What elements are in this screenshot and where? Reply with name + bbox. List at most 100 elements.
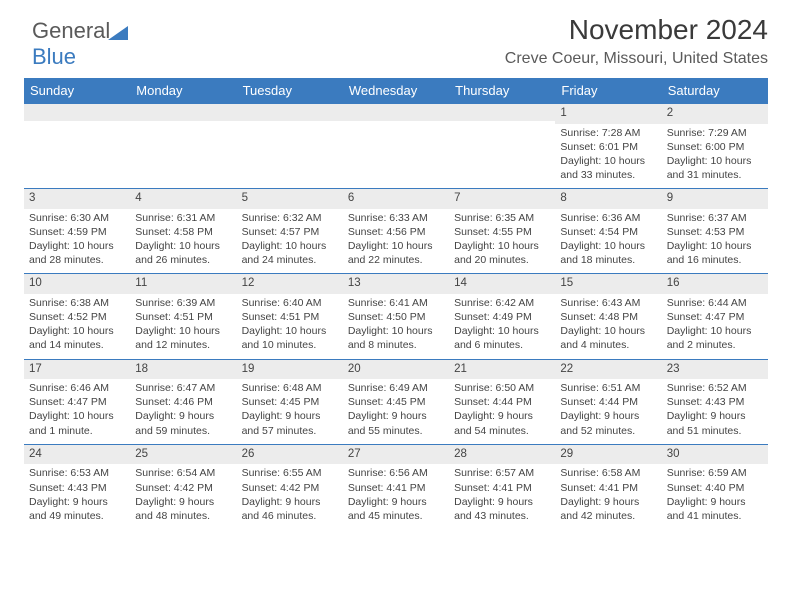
calendar-day-cell: 26Sunrise: 6:55 AMSunset: 4:42 PMDayligh… — [237, 444, 343, 529]
calendar-day-cell — [130, 103, 236, 188]
weekday-header: Monday — [130, 78, 236, 103]
calendar-day-cell: 8Sunrise: 6:36 AMSunset: 4:54 PMDaylight… — [555, 188, 661, 273]
calendar-day-cell: 10Sunrise: 6:38 AMSunset: 4:52 PMDayligh… — [24, 273, 130, 358]
day-number — [130, 103, 236, 121]
calendar-day-cell: 23Sunrise: 6:52 AMSunset: 4:43 PMDayligh… — [662, 359, 768, 444]
day-detail: Sunrise: 6:52 AMSunset: 4:43 PMDaylight:… — [662, 379, 768, 444]
calendar-head: SundayMondayTuesdayWednesdayThursdayFrid… — [24, 78, 768, 103]
day-detail — [343, 121, 449, 175]
day-number: 12 — [237, 273, 343, 294]
calendar: SundayMondayTuesdayWednesdayThursdayFrid… — [24, 78, 768, 529]
day-detail: Sunrise: 6:32 AMSunset: 4:57 PMDaylight:… — [237, 209, 343, 274]
day-number: 2 — [662, 103, 768, 124]
day-detail: Sunrise: 6:35 AMSunset: 4:55 PMDaylight:… — [449, 209, 555, 274]
day-number: 17 — [24, 359, 130, 380]
calendar-week: 10Sunrise: 6:38 AMSunset: 4:52 PMDayligh… — [24, 273, 768, 358]
calendar-body: 1Sunrise: 7:28 AMSunset: 6:01 PMDaylight… — [24, 103, 768, 529]
calendar-day-cell: 2Sunrise: 7:29 AMSunset: 6:00 PMDaylight… — [662, 103, 768, 188]
weekday-header: Sunday — [24, 78, 130, 103]
day-number: 23 — [662, 359, 768, 380]
brand-line1: General — [32, 18, 110, 43]
day-number: 27 — [343, 444, 449, 465]
calendar-day-cell — [24, 103, 130, 188]
day-detail: Sunrise: 6:38 AMSunset: 4:52 PMDaylight:… — [24, 294, 130, 359]
calendar-day-cell: 16Sunrise: 6:44 AMSunset: 4:47 PMDayligh… — [662, 273, 768, 358]
calendar-day-cell: 25Sunrise: 6:54 AMSunset: 4:42 PMDayligh… — [130, 444, 236, 529]
day-number: 13 — [343, 273, 449, 294]
day-detail: Sunrise: 6:40 AMSunset: 4:51 PMDaylight:… — [237, 294, 343, 359]
day-number: 21 — [449, 359, 555, 380]
calendar-day-cell: 24Sunrise: 6:53 AMSunset: 4:43 PMDayligh… — [24, 444, 130, 529]
day-detail: Sunrise: 6:41 AMSunset: 4:50 PMDaylight:… — [343, 294, 449, 359]
day-detail: Sunrise: 6:48 AMSunset: 4:45 PMDaylight:… — [237, 379, 343, 444]
day-number: 10 — [24, 273, 130, 294]
day-detail: Sunrise: 6:58 AMSunset: 4:41 PMDaylight:… — [555, 464, 661, 529]
day-detail: Sunrise: 6:50 AMSunset: 4:44 PMDaylight:… — [449, 379, 555, 444]
day-number: 7 — [449, 188, 555, 209]
calendar-day-cell: 6Sunrise: 6:33 AMSunset: 4:56 PMDaylight… — [343, 188, 449, 273]
calendar-day-cell: 27Sunrise: 6:56 AMSunset: 4:41 PMDayligh… — [343, 444, 449, 529]
day-detail: Sunrise: 6:46 AMSunset: 4:47 PMDaylight:… — [24, 379, 130, 444]
day-detail: Sunrise: 6:30 AMSunset: 4:59 PMDaylight:… — [24, 209, 130, 274]
calendar-day-cell: 3Sunrise: 6:30 AMSunset: 4:59 PMDaylight… — [24, 188, 130, 273]
day-detail: Sunrise: 6:39 AMSunset: 4:51 PMDaylight:… — [130, 294, 236, 359]
day-number: 25 — [130, 444, 236, 465]
day-number: 8 — [555, 188, 661, 209]
weekday-header: Thursday — [449, 78, 555, 103]
day-number — [449, 103, 555, 121]
day-number: 6 — [343, 188, 449, 209]
calendar-day-cell: 28Sunrise: 6:57 AMSunset: 4:41 PMDayligh… — [449, 444, 555, 529]
calendar-day-cell: 1Sunrise: 7:28 AMSunset: 6:01 PMDaylight… — [555, 103, 661, 188]
day-detail: Sunrise: 6:59 AMSunset: 4:40 PMDaylight:… — [662, 464, 768, 529]
calendar-day-cell: 20Sunrise: 6:49 AMSunset: 4:45 PMDayligh… — [343, 359, 449, 444]
day-number: 9 — [662, 188, 768, 209]
day-number: 20 — [343, 359, 449, 380]
day-detail: Sunrise: 6:57 AMSunset: 4:41 PMDaylight:… — [449, 464, 555, 529]
calendar-day-cell: 4Sunrise: 6:31 AMSunset: 4:58 PMDaylight… — [130, 188, 236, 273]
calendar-day-cell: 22Sunrise: 6:51 AMSunset: 4:44 PMDayligh… — [555, 359, 661, 444]
day-detail: Sunrise: 6:56 AMSunset: 4:41 PMDaylight:… — [343, 464, 449, 529]
day-number: 3 — [24, 188, 130, 209]
day-number: 11 — [130, 273, 236, 294]
day-detail: Sunrise: 6:49 AMSunset: 4:45 PMDaylight:… — [343, 379, 449, 444]
calendar-day-cell — [237, 103, 343, 188]
day-detail: Sunrise: 6:31 AMSunset: 4:58 PMDaylight:… — [130, 209, 236, 274]
day-detail: Sunrise: 6:55 AMSunset: 4:42 PMDaylight:… — [237, 464, 343, 529]
weekday-header: Wednesday — [343, 78, 449, 103]
brand-line2: Blue — [32, 44, 76, 69]
day-number: 30 — [662, 444, 768, 465]
day-number — [237, 103, 343, 121]
calendar-day-cell: 12Sunrise: 6:40 AMSunset: 4:51 PMDayligh… — [237, 273, 343, 358]
calendar-day-cell: 5Sunrise: 6:32 AMSunset: 4:57 PMDaylight… — [237, 188, 343, 273]
day-detail: Sunrise: 7:29 AMSunset: 6:00 PMDaylight:… — [662, 124, 768, 189]
calendar-day-cell: 9Sunrise: 6:37 AMSunset: 4:53 PMDaylight… — [662, 188, 768, 273]
day-number: 5 — [237, 188, 343, 209]
calendar-week: 1Sunrise: 7:28 AMSunset: 6:01 PMDaylight… — [24, 103, 768, 188]
day-detail — [130, 121, 236, 175]
month-heading: November 2024 — [505, 14, 768, 46]
calendar-day-cell: 30Sunrise: 6:59 AMSunset: 4:40 PMDayligh… — [662, 444, 768, 529]
day-detail — [449, 121, 555, 175]
brand-triangle-icon — [108, 26, 128, 40]
location: Creve Coeur, Missouri, United States — [505, 50, 768, 68]
calendar-week: 17Sunrise: 6:46 AMSunset: 4:47 PMDayligh… — [24, 359, 768, 444]
page-title: November 2024 Creve Coeur, Missouri, Uni… — [505, 14, 768, 68]
calendar-day-cell: 17Sunrise: 6:46 AMSunset: 4:47 PMDayligh… — [24, 359, 130, 444]
calendar-day-cell: 11Sunrise: 6:39 AMSunset: 4:51 PMDayligh… — [130, 273, 236, 358]
weekday-header: Saturday — [662, 78, 768, 103]
calendar-table: SundayMondayTuesdayWednesdayThursdayFrid… — [24, 78, 768, 529]
day-number: 29 — [555, 444, 661, 465]
day-number — [24, 103, 130, 121]
day-detail: Sunrise: 6:37 AMSunset: 4:53 PMDaylight:… — [662, 209, 768, 274]
day-number: 18 — [130, 359, 236, 380]
calendar-day-cell: 15Sunrise: 6:43 AMSunset: 4:48 PMDayligh… — [555, 273, 661, 358]
day-number: 19 — [237, 359, 343, 380]
day-detail: Sunrise: 6:36 AMSunset: 4:54 PMDaylight:… — [555, 209, 661, 274]
weekday-header: Tuesday — [237, 78, 343, 103]
day-detail: Sunrise: 6:44 AMSunset: 4:47 PMDaylight:… — [662, 294, 768, 359]
day-detail: Sunrise: 6:42 AMSunset: 4:49 PMDaylight:… — [449, 294, 555, 359]
day-number — [343, 103, 449, 121]
day-number: 28 — [449, 444, 555, 465]
day-detail: Sunrise: 6:33 AMSunset: 4:56 PMDaylight:… — [343, 209, 449, 274]
day-number: 16 — [662, 273, 768, 294]
